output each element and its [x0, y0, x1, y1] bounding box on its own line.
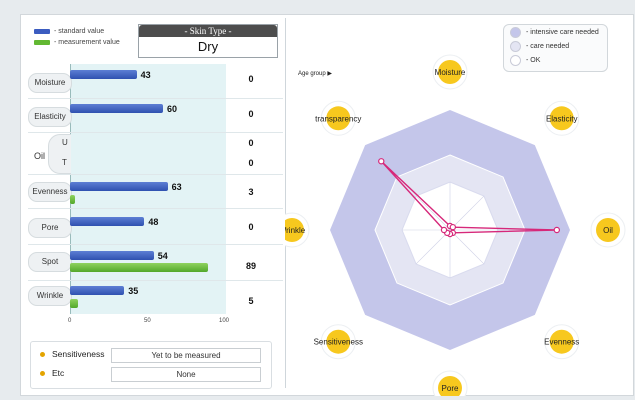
row-divider — [28, 132, 283, 133]
legend-measurement: - measurement value — [34, 37, 120, 48]
axis-badge-core — [285, 218, 304, 242]
age-group-selector[interactable]: Age group ▶ — [298, 71, 332, 77]
row-label-oil-t: T — [62, 158, 67, 167]
axis-badge-core — [596, 218, 620, 242]
bar-value-wrinkle: 35 — [128, 286, 139, 296]
panel-divider — [285, 18, 286, 388]
oil-bracket — [48, 134, 71, 174]
bar-standard-moisture — [70, 70, 137, 79]
score-pore: 0 — [248, 222, 254, 232]
extra-label-etc: Etc — [52, 368, 65, 378]
row-label-wrinkle: Wrinkle — [28, 286, 72, 306]
row-label-moisture: Moisture — [28, 73, 72, 93]
skin-type-box: - Skin Type - Dry — [138, 24, 278, 58]
bar-standard-evenness — [70, 182, 168, 191]
extra-info-panel: Sensitiveness Yet to be measured Etc Non… — [30, 341, 272, 389]
score-elasticity: 0 — [248, 109, 254, 119]
measurement-point-7 — [378, 158, 385, 165]
score-wrinkle: 5 — [248, 296, 254, 306]
x-tick-100: 100 — [219, 318, 230, 324]
axis-label-pore: Pore — [442, 384, 459, 393]
axis-badge-core — [326, 329, 351, 354]
radar-spoke — [449, 195, 485, 231]
x-tick-0: 0 — [68, 318, 72, 324]
x-tick-50: 50 — [144, 318, 151, 324]
extra-value-etc: None — [111, 367, 261, 382]
radar-chart: Moisture Elasticity Oil Evenness Pore Sensiti… — [285, 54, 626, 396]
radar-spoke — [415, 195, 451, 231]
legend-care-label: - care needed — [526, 43, 570, 50]
extra-row-etc: Etc None — [31, 367, 271, 382]
bar-standard-elasticity — [70, 104, 163, 113]
standard-swatch — [34, 29, 50, 34]
axis-label-moisture: Moisture — [435, 68, 466, 77]
bar-value-elasticity: 60 — [167, 104, 178, 114]
extra-label-sensitiveness: Sensitiveness — [52, 349, 105, 359]
legend-care: - care needed — [510, 40, 607, 53]
bar-legend: - standard value - measurement value — [34, 26, 120, 48]
row-label-evenness: Evenness — [28, 182, 72, 202]
radar-legend: - intensive care needed - care needed - … — [503, 24, 608, 72]
row-label-elasticity: Elasticity — [28, 107, 72, 127]
row-label-oil-u: U — [62, 138, 68, 147]
bar-measurement-spot — [70, 263, 208, 272]
row-label-pore: Pore — [28, 218, 72, 238]
score-oil-u: 0 — [248, 138, 254, 148]
axis-label-elasticity: Elasticity — [546, 114, 578, 123]
skin-type-title: - Skin Type - — [139, 25, 277, 37]
bullet-icon — [40, 371, 45, 376]
measurement-point-1 — [449, 223, 457, 231]
extra-row-sensitiveness: Sensitiveness Yet to be measured — [31, 348, 271, 363]
row-divider — [28, 98, 283, 99]
axis-label-evenness: Evenness — [544, 338, 579, 347]
legend-ok: - OK — [510, 54, 607, 67]
score-moisture: 0 — [248, 74, 254, 84]
row-divider — [28, 174, 283, 175]
bar-measurement-wrinkle — [70, 299, 78, 308]
legend-ok-label: - OK — [526, 57, 541, 64]
score-oil-t: 0 — [248, 158, 254, 168]
bar-standard-pore — [70, 217, 145, 226]
legend-intensive: - intensive care needed — [510, 26, 607, 39]
axis-badge-core — [438, 60, 462, 84]
row-divider — [28, 208, 283, 209]
axis-label-oil: Oil — [603, 226, 613, 235]
row-label-oil: Oil — [34, 151, 45, 161]
measurement-point-2 — [553, 226, 560, 234]
row-divider — [28, 280, 283, 281]
legend-measurement-label: - measurement value — [54, 39, 120, 46]
row-label-spot: Spot — [28, 252, 72, 272]
bar-standard-spot — [70, 251, 154, 260]
axis-badge-core — [438, 376, 462, 396]
axis-label-transparency: transparency — [315, 114, 361, 123]
radar-spoke — [449, 229, 485, 265]
axis-label-sensitiveness: Sensitiveness — [314, 338, 363, 347]
extra-value-sensitiveness: Yet to be measured — [111, 348, 261, 363]
bar-measurement-evenness — [70, 195, 75, 204]
measurement-swatch — [34, 40, 50, 45]
axis-badge-core — [549, 329, 574, 354]
intensive-swatch — [510, 27, 521, 38]
bar-value-evenness: 63 — [171, 182, 182, 192]
care-swatch — [510, 41, 521, 52]
skin-type-value: Dry — [197, 39, 219, 54]
radar-spoke — [415, 229, 451, 265]
bar-standard-wrinkle — [70, 286, 125, 295]
bar-value-moisture: 43 — [140, 70, 151, 80]
legend-intensive-label: - intensive care needed — [526, 29, 599, 36]
axis-badge-core — [549, 106, 574, 131]
legend-standard: - standard value — [34, 26, 120, 37]
axis-label-wrinkle: Wrinkle — [285, 226, 306, 235]
bar-value-pore: 48 — [148, 217, 159, 227]
row-divider — [28, 244, 283, 245]
legend-standard-label: - standard value — [54, 28, 105, 35]
bullet-icon — [40, 352, 45, 357]
score-evenness: 3 — [248, 187, 254, 197]
bar-value-spot: 54 — [157, 251, 168, 261]
score-spot: 89 — [245, 261, 256, 271]
ok-swatch — [510, 55, 521, 66]
axis-badge-core — [326, 106, 351, 131]
measurement-point-6 — [440, 226, 448, 234]
